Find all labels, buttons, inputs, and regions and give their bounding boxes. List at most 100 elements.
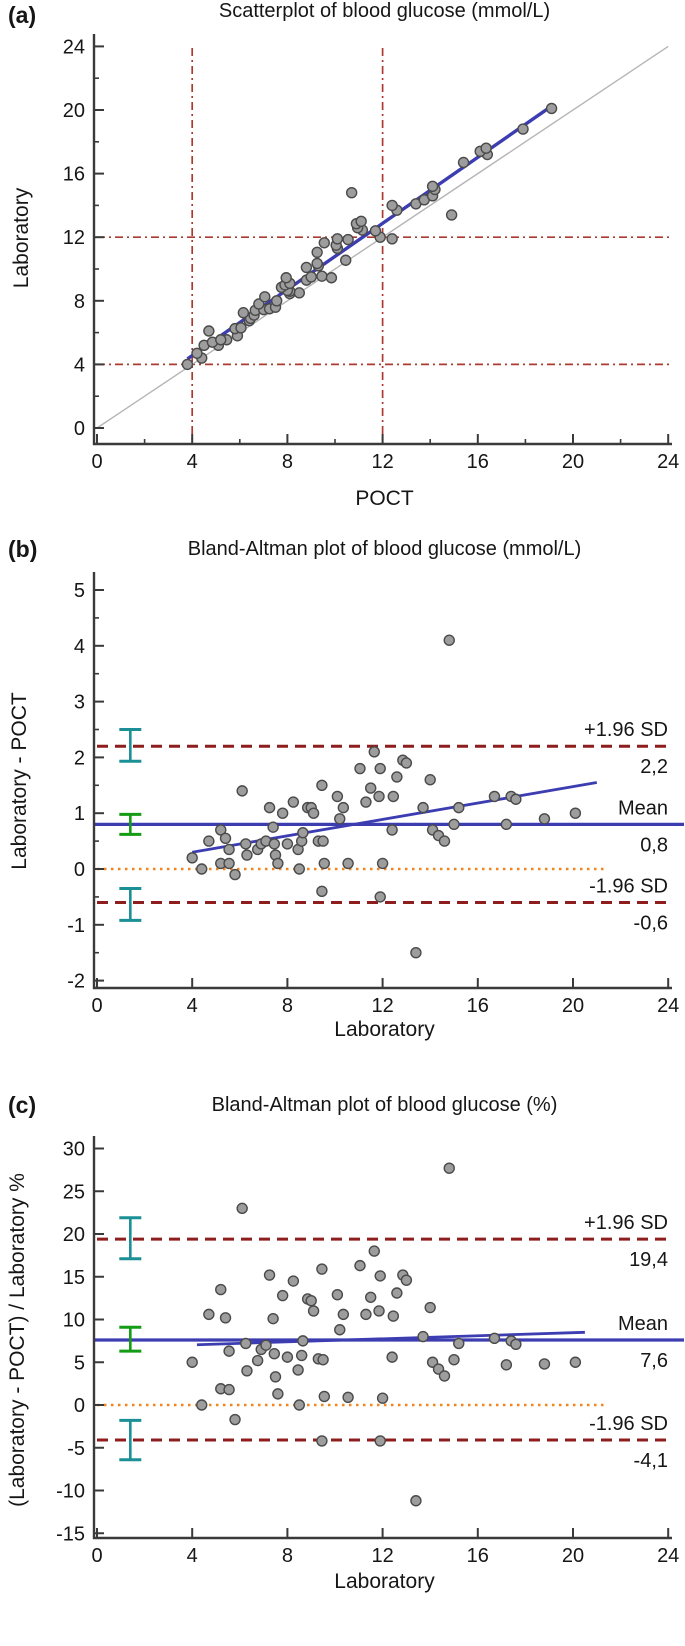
panel-c-yaxis-label: (Laboratory - POCT) / Laboratory %	[6, 1173, 29, 1507]
data-point	[417, 1330, 429, 1343]
y-tick-label: 10	[63, 1310, 85, 1332]
data-point	[410, 947, 422, 959]
panel-c-letter: (c)	[8, 1092, 37, 1118]
data-point	[181, 358, 194, 371]
data-point	[387, 1310, 400, 1322]
data-point	[215, 334, 227, 346]
data-point	[488, 1332, 501, 1345]
y-tick-label: 1	[74, 803, 85, 825]
data-point	[386, 233, 398, 245]
upper-loa-value: 2,2	[640, 756, 668, 778]
x-tick-label: 8	[282, 995, 293, 1017]
data-point	[500, 818, 513, 831]
data-point	[307, 807, 320, 819]
x-tick-label: 16	[467, 995, 489, 1017]
x-tick-label: 12	[371, 995, 393, 1017]
data-point	[365, 1291, 377, 1303]
upper-loa-value: 19,4	[629, 1249, 668, 1271]
y-tick-label: 3	[74, 692, 85, 714]
upper-loa-label: +1.96 SD	[584, 1212, 668, 1234]
data-point	[417, 801, 429, 814]
panel-b-yaxis-label: Laboratory - POCT	[8, 692, 31, 870]
lower-loa-value: -0,6	[634, 912, 668, 934]
data-point	[426, 180, 439, 193]
data-point	[263, 801, 276, 814]
y-tick-label: 4	[74, 636, 85, 658]
y-tick-label: 16	[63, 164, 85, 186]
x-tick-label: 4	[187, 1545, 198, 1567]
x-tick-label: 8	[282, 1545, 293, 1567]
data-point	[331, 790, 344, 803]
y-tick-label: 5	[74, 1352, 85, 1374]
y-tick-label: 20	[63, 100, 85, 122]
data-point	[281, 1351, 294, 1363]
panel-a-title: Scatterplot of blood glucose (mmol/L)	[218, 0, 551, 22]
data-point	[229, 1413, 241, 1426]
data-point	[268, 1348, 281, 1360]
data-point	[316, 885, 328, 898]
panel-b-xaxis-label: Laboratory	[334, 1018, 435, 1041]
data-point	[391, 771, 403, 783]
panel-a-yaxis-label: Laboratory	[10, 187, 33, 289]
data-point	[376, 857, 389, 870]
data-point	[235, 322, 247, 334]
data-point	[342, 857, 354, 870]
data-point	[316, 1263, 328, 1275]
data-point	[300, 261, 313, 274]
data-point	[342, 233, 354, 246]
data-point	[318, 1390, 330, 1403]
x-tick-label: 24	[657, 1545, 679, 1567]
data-point	[368, 746, 380, 758]
panel-b-letter: (b)	[8, 536, 38, 562]
data-point	[196, 1399, 208, 1411]
data-point	[424, 1301, 436, 1314]
data-point	[196, 863, 208, 875]
data-point	[260, 1339, 272, 1351]
data-point	[337, 801, 350, 814]
data-point	[316, 270, 328, 282]
data-point	[203, 1308, 215, 1321]
data-point	[386, 199, 398, 212]
data-point	[360, 796, 372, 808]
data-point	[280, 272, 292, 284]
y-tick-label: 0	[74, 859, 85, 881]
x-tick-label: 12	[371, 1545, 393, 1567]
data-point	[373, 1305, 385, 1317]
data-point	[331, 1289, 344, 1301]
data-point	[241, 849, 253, 861]
y-tick-label: 12	[63, 227, 85, 249]
data-point	[229, 868, 241, 881]
scatterplot-chart: 0 4 8 12 16 20 24 0 4 8 12 16 20 24	[63, 34, 679, 473]
data-point	[293, 287, 305, 299]
mean-line-value: 7,6	[640, 1350, 668, 1372]
data-point	[387, 790, 400, 803]
data-point	[374, 762, 386, 775]
data-point	[191, 347, 203, 359]
y-tick-label: 0	[74, 418, 85, 440]
data-point	[241, 1365, 253, 1377]
data-point	[237, 307, 250, 319]
data-point	[316, 1435, 328, 1447]
data-point	[305, 271, 317, 283]
data-point	[236, 1202, 248, 1215]
data-point	[365, 782, 377, 794]
data-point	[318, 237, 330, 249]
data-point	[438, 835, 451, 847]
x-tick-label: 0	[91, 995, 102, 1017]
y-tick-label: 24	[63, 36, 85, 58]
data-point	[391, 1287, 403, 1299]
data-point	[453, 801, 465, 814]
data-point	[517, 123, 529, 135]
x-tick-label: 4	[187, 451, 198, 473]
data-point	[424, 774, 436, 786]
bland-altman-mmol-chart: 0 4 8 12 16 20 24 5 4 3 2 1 0 -1 -2 +1.96 SD 2,2 Mean 0,8 -…	[67, 572, 684, 1017]
data-point	[267, 821, 279, 833]
data-point	[259, 291, 271, 303]
y-tick-label: 2	[74, 747, 85, 769]
data-point	[267, 1312, 279, 1325]
x-tick-label: 12	[371, 451, 393, 473]
data-point	[203, 835, 215, 847]
x-tick-label: 20	[562, 1545, 584, 1567]
data-point	[223, 857, 235, 870]
